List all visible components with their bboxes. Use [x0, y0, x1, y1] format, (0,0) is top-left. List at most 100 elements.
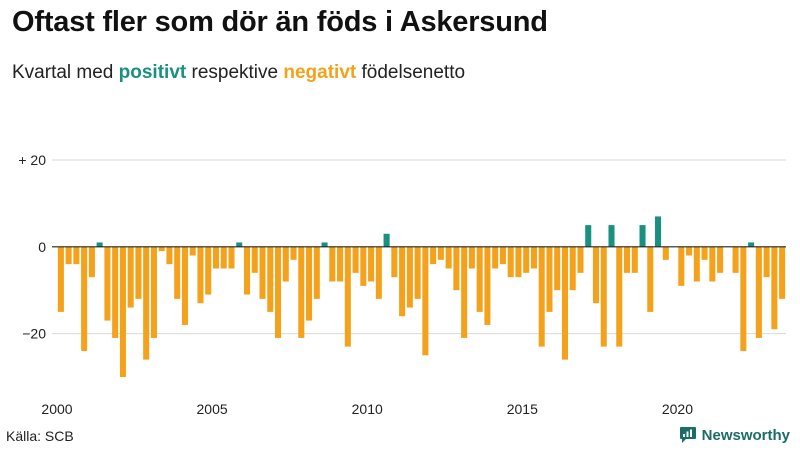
bar-negative: [391, 246, 398, 278]
bar-negative: [523, 246, 530, 273]
bar-negative: [298, 246, 305, 338]
bar-negative: [717, 246, 724, 273]
bar-negative: [437, 246, 444, 260]
bar-negative: [220, 246, 227, 269]
x-tick-label: 2005: [197, 401, 228, 417]
bar-negative: [344, 246, 351, 347]
bar-negative: [507, 246, 514, 278]
brand-name: Newsworthy: [701, 426, 790, 444]
bar-negative: [352, 246, 359, 273]
bar-negative: [57, 246, 64, 312]
bar-negative: [546, 246, 553, 312]
bar-negative: [360, 246, 367, 286]
bar-negative: [414, 246, 421, 299]
bar-negative: [678, 246, 685, 286]
bar-negative: [65, 246, 72, 265]
subtitle-prefix: Kvartal med: [12, 62, 119, 83]
bar-negative: [275, 246, 282, 338]
bar-negative: [112, 246, 119, 338]
y-tick-label: −20: [22, 326, 46, 342]
x-tick-label: 2010: [352, 401, 383, 417]
bar-negative: [662, 246, 669, 260]
bar-negative: [701, 246, 708, 260]
bar-positive: [585, 225, 592, 247]
bar-negative: [127, 246, 134, 308]
bar-positive: [639, 225, 646, 247]
bar-negative: [709, 246, 716, 282]
bar-negative: [243, 246, 251, 295]
bar-negative: [592, 246, 600, 304]
bar-negative: [228, 246, 235, 269]
bar-negative: [538, 246, 545, 347]
subtitle-positive-word: positivt: [118, 62, 187, 83]
bar-negative: [569, 246, 576, 291]
bar-negative: [492, 246, 499, 269]
bar-negative: [779, 246, 786, 299]
bar-negative: [445, 246, 452, 269]
bar-negative: [104, 246, 111, 321]
bar-positive: [748, 242, 755, 247]
bar-negative: [468, 246, 475, 269]
x-tick-label: 2000: [41, 401, 72, 417]
bar-negative: [212, 246, 220, 269]
bar-positive: [383, 233, 390, 247]
bar-negative: [174, 246, 181, 299]
bar-negative: [771, 246, 778, 330]
bar-negative: [453, 246, 460, 291]
bar-negative: [693, 246, 700, 282]
subtitle-middle: respektive: [186, 62, 284, 83]
bar-negative: [251, 246, 258, 273]
bar-negative: [375, 246, 382, 299]
bar-negative: [135, 246, 142, 299]
bar-negative: [73, 246, 80, 265]
bar-negative: [484, 246, 491, 325]
bar-negative: [686, 246, 693, 256]
bar-negative: [577, 246, 584, 273]
chart-title: Oftast fler som dör än föds i Askersund: [12, 6, 548, 38]
x-tick-label: 2020: [662, 401, 693, 417]
bar-negative: [337, 246, 344, 282]
bar-negative: [740, 246, 747, 351]
bar-negative: [461, 246, 468, 338]
bar-negative: [306, 246, 313, 321]
bar-negative: [329, 246, 336, 282]
bar-negative: [166, 246, 173, 265]
bar-negative: [81, 246, 88, 351]
bar-negative: [282, 246, 289, 282]
chart-subtitle: Kvartal med positivt respektive negativt…: [12, 62, 465, 84]
bar-negative: [476, 246, 483, 312]
bar-negative: [647, 246, 654, 312]
bar-negative: [499, 246, 506, 265]
bar-negative: [755, 246, 762, 338]
x-tick-label: 2015: [507, 401, 538, 417]
bar-negative: [368, 246, 375, 282]
bar-negative: [554, 246, 561, 291]
bar-negative: [616, 246, 623, 347]
source-note: Källa: SCB: [6, 428, 74, 444]
bar-negative: [290, 246, 297, 260]
subtitle-negative-word: negativt: [283, 62, 357, 83]
bar-negative: [181, 246, 188, 325]
y-tick-label: + 20: [18, 152, 46, 168]
bar-negative: [150, 246, 157, 338]
brand-logo: Newsworthy: [679, 426, 790, 444]
newsworthy-logo-icon: [679, 427, 696, 443]
bar-negative: [88, 246, 95, 278]
bar-negative: [623, 246, 631, 273]
bar-negative: [631, 246, 638, 273]
bar-negative: [119, 246, 126, 377]
bar-negative: [422, 246, 429, 356]
bar-positive: [96, 242, 103, 247]
bar-negative: [763, 246, 770, 278]
bar-positive: [321, 242, 328, 247]
bar-negative: [259, 246, 266, 299]
bar-positive: [655, 216, 662, 247]
bar-negative: [313, 246, 320, 299]
bar-negative: [197, 246, 204, 304]
bar-negative: [399, 246, 406, 317]
bar-negative: [158, 246, 165, 252]
bar-negative: [600, 246, 607, 347]
bar-negative: [732, 246, 739, 273]
bar-negative: [430, 246, 437, 265]
bar-chart: + 20 0 −20 2000 2005 2010 2015 2020: [18, 152, 786, 417]
